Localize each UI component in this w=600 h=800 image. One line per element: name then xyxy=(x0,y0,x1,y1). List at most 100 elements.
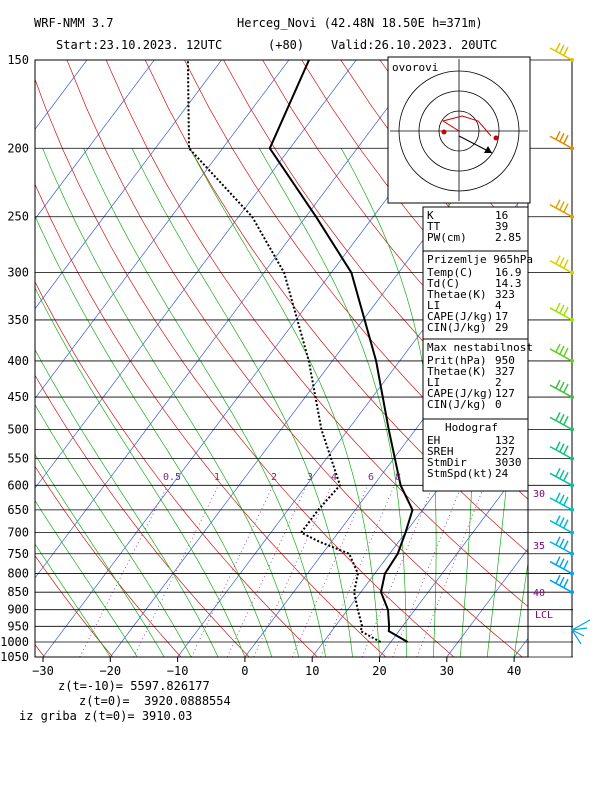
info-row-key: StmDir xyxy=(427,456,467,469)
wind-speed-label: 40 xyxy=(533,588,545,599)
wind-barb-flag xyxy=(559,414,565,423)
info-row-value: 3030 xyxy=(495,456,522,469)
info-row-key: LI xyxy=(427,376,440,389)
mixing-ratio-line xyxy=(291,485,369,657)
temp-tick-label: 10 xyxy=(305,664,319,678)
wind-barb-flag xyxy=(563,445,569,454)
z-zero-text: z(t=0)= 3920.0888554 xyxy=(79,694,231,708)
info-row-key: TT xyxy=(427,220,441,233)
wind-barb-flag xyxy=(555,379,561,389)
pressure-tick-label: 900 xyxy=(7,603,29,617)
wind-barb-dot xyxy=(570,427,574,432)
wind-barb-flag xyxy=(555,441,561,450)
info-row-key: CIN(J/kg) xyxy=(427,321,487,334)
info-row-key: Td(C) xyxy=(427,277,460,290)
info-row-value: 132 xyxy=(495,434,515,447)
pressure-tick-label: 500 xyxy=(7,422,29,436)
wind-barb-flag xyxy=(563,496,569,506)
mixing-ratio-label: 8 xyxy=(395,472,401,483)
pressure-tick-label: 1050 xyxy=(0,650,29,664)
wind-barb-flag xyxy=(555,556,561,565)
lead-label: (+80) xyxy=(268,38,304,52)
wind-barb xyxy=(549,541,573,555)
wind-barb-flag xyxy=(563,134,569,144)
isotherm-line xyxy=(35,60,357,489)
info-box-title: Prizemlje 965hPa xyxy=(427,253,533,266)
info-row-key: K xyxy=(427,209,434,222)
isotherm-line xyxy=(379,458,528,657)
temp-tick-label: 30 xyxy=(440,664,454,678)
mixing-ratio-label: 4 xyxy=(331,472,337,483)
index-panel: K 16 TT 39 PW(cm) 2.85 Prizemlje 965hPaTemp(C)… xyxy=(422,206,533,492)
z-minus10-text: z(t=-10)= 5597.826177 xyxy=(58,679,210,693)
info-row-value: 16.9 xyxy=(495,266,522,279)
wind-barb-flag xyxy=(555,515,561,524)
wind-barb-flag xyxy=(563,540,569,550)
info-row-key: Prit(hPa) xyxy=(427,354,487,367)
dewpoint-profile xyxy=(186,60,382,643)
wind-barb xyxy=(549,348,573,362)
wind-barb xyxy=(549,135,573,149)
wind-barb xyxy=(549,204,573,218)
wind-barb-dot xyxy=(570,358,574,363)
info-row-value: 2 xyxy=(495,376,502,389)
pressure-tick-label: 800 xyxy=(7,567,29,581)
wind-barb-flag xyxy=(563,578,569,588)
wind-barb-flag xyxy=(559,381,565,391)
temp-tick-label: 40 xyxy=(507,664,521,678)
pressure-tick-label: 350 xyxy=(7,313,29,327)
wind-barb-flag xyxy=(563,383,569,393)
mixing-ratio-label: 0.5 xyxy=(163,472,181,483)
info-row-value: 0 xyxy=(495,398,502,411)
wind-barb-flag xyxy=(563,259,569,268)
wind-barb-flag xyxy=(559,44,565,54)
moist-adiabat-line xyxy=(35,287,246,657)
moist-adiabat-line xyxy=(131,148,353,657)
info-row-value: 39 xyxy=(495,220,508,233)
wind-barb-flag xyxy=(563,519,569,528)
info-box-frame xyxy=(422,338,529,420)
moist-adiabat-line xyxy=(35,215,273,657)
wind-barb-dot xyxy=(570,214,574,219)
pressure-tick-label: 150 xyxy=(7,53,29,67)
wind-barb-flag xyxy=(559,494,565,504)
mixing-ratio-line xyxy=(253,485,332,657)
info-box: Hodograf EH 132 SREH 227 StmDir 3030StmSpd(kt)… xyxy=(422,418,529,492)
temperature-axis: −30 −20 −10 0 10 20 30 40 xyxy=(32,657,521,678)
info-box-title: Max nestabilnost xyxy=(427,341,533,354)
temperature-profile xyxy=(268,60,414,643)
info-row-key: StmSpd(kt) xyxy=(427,467,493,480)
wind-barb-flag xyxy=(555,343,561,353)
mixing-ratio-line xyxy=(79,485,169,657)
wind-barb xyxy=(549,560,573,575)
surface-wind-barb xyxy=(571,619,591,631)
pressure-tick-label: 600 xyxy=(7,478,29,492)
wind-barb-flag xyxy=(559,304,565,314)
wind-barb-flag xyxy=(559,538,565,548)
grib-z-text: iz griba z(t=0)= 3910.03 xyxy=(19,709,193,723)
isotherm-line xyxy=(35,60,290,400)
dry-adiabat-line xyxy=(35,183,386,657)
pressure-tick-label: 950 xyxy=(7,619,29,633)
pressure-tick-label: 200 xyxy=(7,141,29,155)
start-label: Start:23.10.2023. 12UTC xyxy=(56,38,222,52)
wind-barb-flag xyxy=(563,416,569,425)
hodograph-label: ovorovi xyxy=(392,61,438,74)
info-row-key: LI xyxy=(427,299,440,312)
wind-barb-flag xyxy=(555,130,561,140)
mixing-ratio-line xyxy=(416,485,485,657)
wind-speed-label: 35 xyxy=(533,541,545,552)
mixing-ratio-line xyxy=(392,485,463,657)
wind-barb-dot xyxy=(570,58,574,62)
moist-adiabat-line xyxy=(189,148,380,657)
moist-adiabat-line xyxy=(42,148,300,657)
sounding-lines xyxy=(186,60,414,643)
moist-adiabat-line xyxy=(35,543,111,657)
temp-tick-label: −30 xyxy=(32,664,54,678)
info-row-key: EH xyxy=(427,434,440,447)
wind-barb-flag xyxy=(559,558,565,567)
wind-barb-flag xyxy=(555,536,561,546)
storm-motion-arrowhead xyxy=(484,146,492,153)
